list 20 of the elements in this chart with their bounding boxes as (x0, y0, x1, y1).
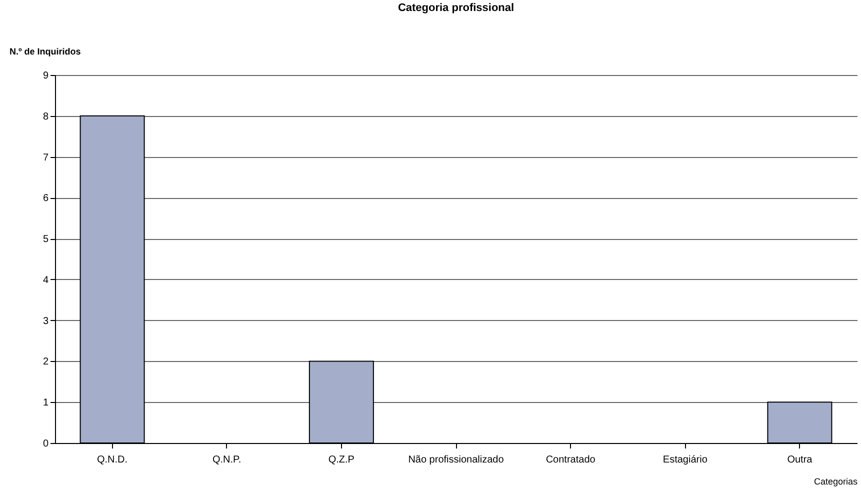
x-axis-title: Categorias (814, 476, 858, 486)
x-tick-label: Q.N.P. (212, 454, 242, 466)
x-tick-label: Estagiário (662, 454, 708, 466)
x-tick-label: Contratado (546, 454, 596, 466)
y-tick-label: 7 (42, 152, 49, 164)
x-tick-label: Não profissionalizado (408, 454, 504, 466)
y-tick-label: 8 (42, 111, 49, 122)
y-tick-label: 3 (42, 316, 49, 327)
chart-title: Categoria profissional (398, 2, 514, 14)
y-tick-label: 2 (42, 356, 49, 368)
y-tick-label: 1 (42, 398, 49, 409)
y-tick-label: 0 (42, 438, 49, 450)
y-tick-label: 5 (42, 234, 49, 246)
y-axis-title: N.º de Inquiridos (10, 46, 81, 56)
y-tick-label: 9 (42, 70, 49, 82)
y-tick-label: 4 (42, 274, 49, 286)
x-tick-label: Q.Z.P (328, 454, 355, 466)
x-tick-label: Outra (787, 454, 813, 466)
x-tick-label: Q.N.D. (97, 454, 128, 466)
y-tick-label: 6 (42, 193, 49, 204)
